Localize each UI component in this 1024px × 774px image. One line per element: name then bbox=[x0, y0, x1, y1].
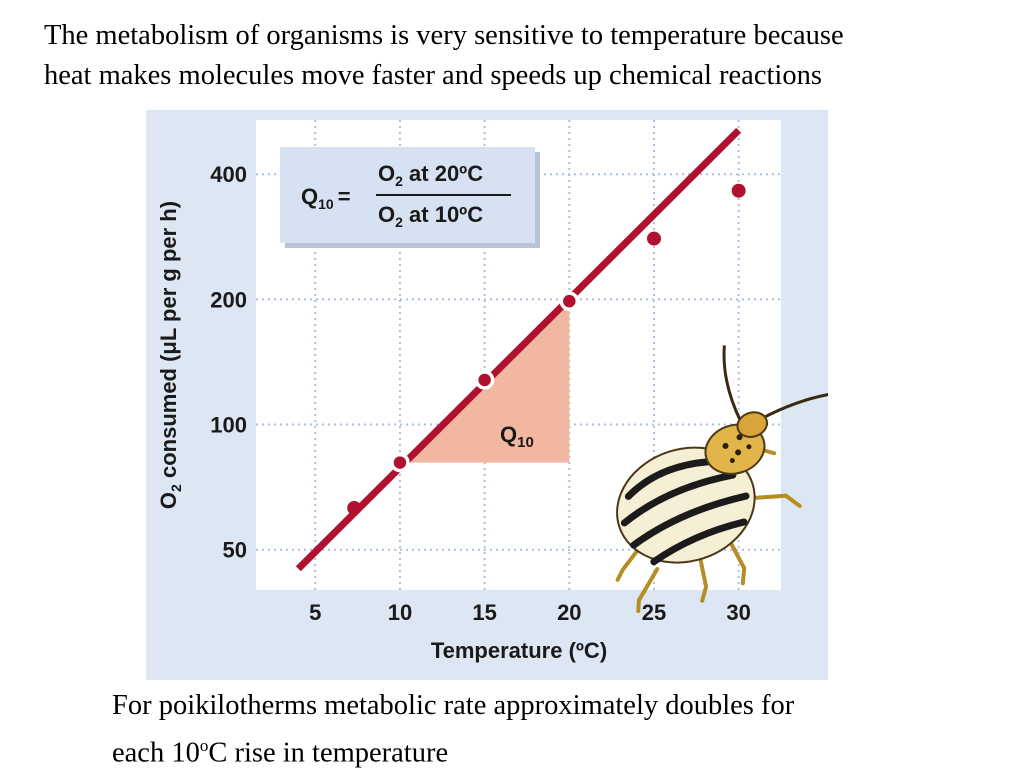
formula-lhs-sub: 10 bbox=[318, 196, 334, 212]
y-axis-label-suffix: consumed (μL per g per h) bbox=[156, 201, 181, 484]
data-point-1 bbox=[390, 452, 410, 473]
formula-den-prefix: O bbox=[378, 202, 395, 227]
formula-numerator: O2 at 20ºC bbox=[378, 161, 483, 189]
y-axis-label-sub: 2 bbox=[168, 484, 184, 492]
y-tick-label-3: 400 bbox=[210, 162, 247, 187]
x-tick-label-1: 10 bbox=[388, 600, 412, 625]
data-point-4 bbox=[646, 231, 661, 246]
caption-suffix: C rise in temperature bbox=[208, 737, 449, 769]
y-tick-label-0: 50 bbox=[223, 538, 247, 563]
heading-line-1: The metabolism of organisms is very sens… bbox=[44, 20, 844, 51]
data-point-2 bbox=[474, 370, 495, 390]
formula-denominator: O2 at 10ºC bbox=[378, 202, 483, 230]
triangle-label-sub: 10 bbox=[517, 434, 534, 451]
heading-line-2: heat makes molecules move faster and spe… bbox=[44, 60, 822, 91]
caption-prefix: each 10 bbox=[112, 737, 200, 769]
slide-heading: The metabolism of organisms is very sens… bbox=[44, 16, 1019, 96]
triangle-label: Q10 bbox=[500, 422, 534, 451]
data-point-0 bbox=[347, 500, 362, 515]
trend-line bbox=[295, 127, 742, 572]
data-point-5 bbox=[731, 183, 746, 198]
formula-num-prefix: O bbox=[378, 161, 395, 186]
x-axis-label: Temperature (ºC) bbox=[431, 638, 607, 663]
formula-num-suffix: at 20ºC bbox=[403, 161, 483, 186]
caption-superscript: o bbox=[199, 736, 209, 755]
x-tick-label-3: 20 bbox=[557, 600, 581, 625]
formula-equals: = bbox=[338, 184, 351, 209]
caption-line-1: For poikilotherms metabolic rate approxi… bbox=[112, 690, 795, 721]
x-tick-label-5: 30 bbox=[726, 600, 750, 625]
x-tick-label-2: 15 bbox=[472, 600, 496, 625]
y-tick-label-1: 100 bbox=[210, 413, 247, 438]
formula-lhs-main: Q bbox=[301, 184, 318, 209]
beetle-icon bbox=[615, 345, 828, 613]
data-point-3 bbox=[559, 291, 580, 311]
slide-caption: For poikilotherms metabolic rate approxi… bbox=[112, 686, 992, 774]
y-axis-ticks: 50 100 200 400 bbox=[210, 162, 247, 563]
formula-den-suffix: at 10ºC bbox=[403, 202, 483, 227]
y-axis-label: O2 consumed (μL per g per h) bbox=[156, 201, 184, 509]
y-axis-label-prefix: O bbox=[156, 492, 181, 509]
y-tick-label-2: 200 bbox=[210, 287, 247, 312]
formula-den-sub: 2 bbox=[395, 214, 403, 230]
triangle-label-main: Q bbox=[500, 422, 517, 447]
x-tick-label-4: 25 bbox=[642, 600, 666, 625]
x-tick-label-0: 5 bbox=[309, 600, 321, 625]
formula-num-sub: 2 bbox=[395, 173, 403, 189]
data-points bbox=[347, 183, 746, 515]
formula-lhs: Q10 = bbox=[301, 184, 351, 212]
formula-box: Q10 = O2 at 20ºC O2 at 10ºC bbox=[280, 147, 540, 248]
x-axis-ticks: 5 10 15 20 25 30 bbox=[309, 600, 751, 625]
